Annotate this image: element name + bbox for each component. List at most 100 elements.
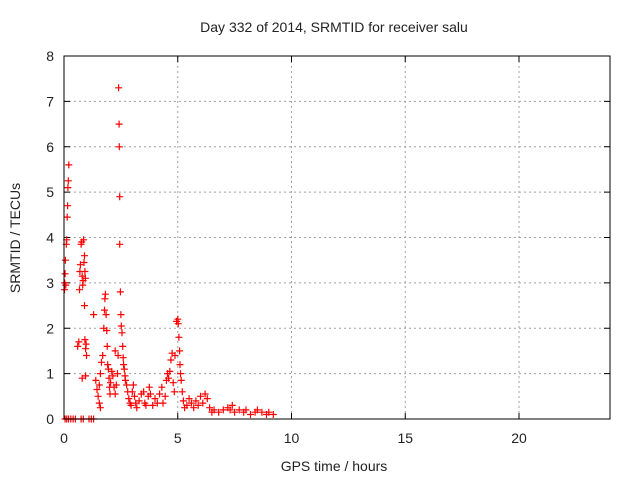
data-point	[98, 358, 105, 366]
data-point	[81, 268, 89, 275]
data-point	[76, 261, 84, 269]
data-point	[111, 347, 119, 355]
plot-frame	[63, 55, 611, 420]
data-point	[199, 399, 207, 407]
data-point	[80, 236, 88, 244]
data-point	[104, 361, 112, 369]
chart-title: Day 332 of 2014, SRMTID for receiver sal…	[200, 19, 468, 35]
data-point	[242, 406, 250, 414]
x-tick-label: 10	[284, 430, 300, 446]
y-tick-label: 7	[46, 93, 54, 109]
data-point	[63, 213, 71, 221]
data-point	[179, 397, 187, 405]
y-tick-label: 0	[46, 411, 54, 427]
data-point	[192, 397, 200, 405]
data-point	[61, 270, 69, 278]
data-point	[115, 84, 123, 92]
data-point	[117, 322, 125, 330]
data-point	[117, 311, 125, 319]
y-tick-label: 8	[46, 48, 54, 64]
data-point	[156, 390, 164, 398]
data-point	[177, 370, 184, 378]
data-point	[64, 202, 72, 210]
data-point	[166, 367, 174, 375]
data-point	[169, 379, 177, 387]
data-point	[176, 347, 184, 355]
data-point	[269, 411, 277, 418]
data-point	[120, 365, 128, 373]
data-point	[135, 397, 143, 405]
data-point	[146, 390, 154, 398]
data-point	[190, 404, 198, 412]
tick-layer: 0 1 2 3 4 5 6 7 8 0 5 10 15 20	[46, 48, 610, 446]
data-point	[206, 404, 214, 412]
data-point	[128, 388, 136, 396]
data-point	[76, 286, 83, 294]
data-point	[219, 406, 227, 414]
data-point	[170, 388, 178, 396]
data-point	[95, 399, 103, 407]
data-point	[129, 381, 137, 389]
data-point	[201, 390, 209, 398]
data-point	[140, 388, 148, 396]
y-tick-label: 6	[46, 139, 54, 155]
data-point	[258, 408, 266, 416]
data-point	[81, 252, 88, 260]
data-point	[142, 401, 150, 409]
data-point	[215, 408, 223, 416]
data-point	[80, 259, 88, 266]
data-point	[93, 386, 101, 393]
data-point	[119, 342, 127, 350]
data-point	[176, 361, 184, 369]
data-point	[149, 401, 157, 409]
data-point	[105, 374, 113, 382]
data-point	[101, 290, 109, 298]
x-tick-label: 20	[511, 430, 527, 446]
data-point	[125, 395, 133, 403]
data-point	[65, 161, 73, 169]
data-point	[111, 390, 119, 398]
data-point	[101, 306, 108, 314]
data-point	[115, 120, 123, 128]
data-point	[203, 395, 211, 403]
data-point	[151, 395, 159, 403]
data-point	[121, 376, 129, 384]
data-point	[247, 411, 254, 418]
data-point	[120, 361, 128, 369]
data-point	[210, 406, 218, 414]
data-point	[90, 311, 98, 319]
data-point	[74, 342, 82, 350]
data-point	[116, 193, 124, 201]
data-point	[158, 383, 166, 391]
y-axis-label: SRMTID / TECUs	[7, 183, 23, 293]
data-point	[83, 352, 90, 359]
data-point	[99, 352, 107, 359]
data-point	[115, 143, 123, 151]
data-point	[103, 327, 111, 334]
data-point	[231, 408, 239, 416]
data-point	[119, 354, 127, 362]
data-point	[109, 372, 117, 380]
data-point	[185, 395, 193, 403]
data-point	[159, 399, 167, 407]
data-point	[81, 274, 89, 282]
y-tick-label: 2	[46, 320, 54, 336]
data-point	[112, 381, 120, 389]
data-point	[62, 281, 70, 289]
grid-layer	[64, 56, 610, 419]
data-point	[197, 392, 204, 400]
data-point	[183, 401, 191, 409]
data-point	[64, 177, 72, 185]
x-tick-label: 5	[174, 430, 182, 446]
x-axis-label: GPS time / hours	[281, 458, 388, 474]
data-point	[123, 381, 131, 389]
data-point	[92, 376, 100, 384]
data-point	[108, 367, 116, 375]
data-point	[61, 256, 69, 264]
data-point	[116, 240, 124, 248]
data-point	[102, 311, 110, 319]
data-point	[116, 288, 124, 296]
data-point	[131, 392, 138, 400]
y-tick-label: 4	[46, 230, 54, 246]
